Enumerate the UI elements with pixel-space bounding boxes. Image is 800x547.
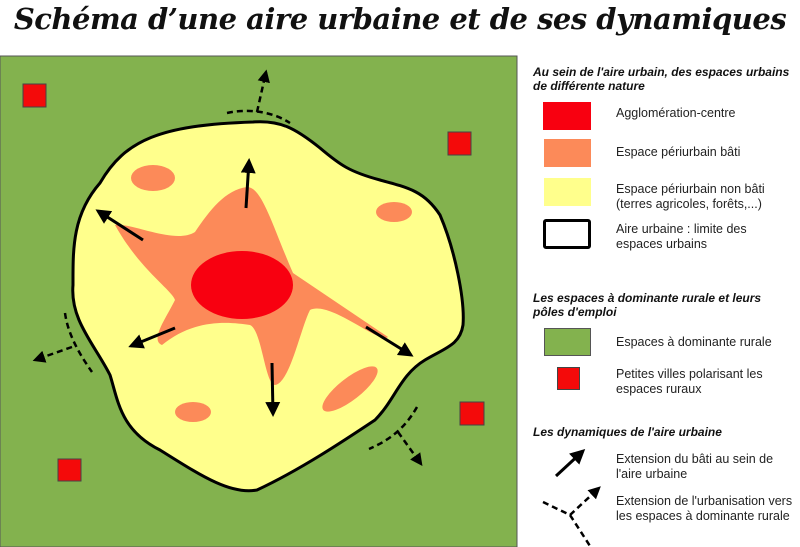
small-town (57, 458, 82, 482)
dashed-branch-arrow-icon (542, 500, 592, 547)
legend-swatch-rural (544, 328, 591, 356)
small-town (459, 401, 485, 426)
legend-label: Espaces à dominante rurale (616, 335, 772, 349)
periurban-patch (131, 165, 175, 191)
solid-arrow-icon (365, 325, 414, 357)
legend-swatch-periurban-built (544, 139, 591, 167)
legend-arrow-symbols (542, 448, 601, 547)
legend-label: Agglomération-centre (616, 106, 736, 120)
solid-arrow-icon (128, 326, 176, 349)
periurban-patch (376, 202, 412, 222)
small-town (22, 83, 47, 108)
legend-label: Extension de l'urbanisation vers les esp… (616, 494, 793, 523)
legend-heading-rural: Les espaces à dominante rurale et leurs … (533, 291, 762, 319)
legend-label: Espace périurbain bâti (616, 145, 741, 159)
legend-swatch-agglomeration (543, 102, 591, 130)
legend-label: Petites villes polarisant les espaces ru… (616, 367, 763, 396)
agglomeration-centre (191, 251, 293, 319)
legend-swatch-urban-boundary (543, 219, 591, 249)
legend-heading-dynamics: Les dynamiques de l'aire urbaine (533, 425, 722, 439)
legend-swatch-periurban-non-built (544, 178, 591, 206)
solid-arrow-icon (265, 362, 281, 417)
solid-arrow-icon (554, 448, 586, 478)
small-town (447, 131, 472, 156)
periurban-patch (175, 402, 211, 422)
solid-arrow-icon (240, 158, 256, 209)
legend-heading-urban: Au sein de l'aire urbain, des espaces ur… (533, 65, 790, 93)
dashed-branch-arrow-icon (368, 406, 419, 451)
diagram-title: Schéma d’une aire urbaine et de ses dyna… (13, 2, 787, 36)
legend-label: Extension du bâti au sein de l'aire urba… (616, 452, 774, 481)
dashed-branch-arrow-icon (63, 312, 94, 373)
legend-label: Aire urbaine : limite des espaces urbain… (616, 222, 747, 251)
solid-arrow-icon (95, 209, 144, 242)
legend-swatch-small-town (557, 367, 580, 390)
periurban-patch (322, 366, 378, 412)
legend-label: Espace périurbain non bâti (terres agric… (616, 182, 765, 211)
